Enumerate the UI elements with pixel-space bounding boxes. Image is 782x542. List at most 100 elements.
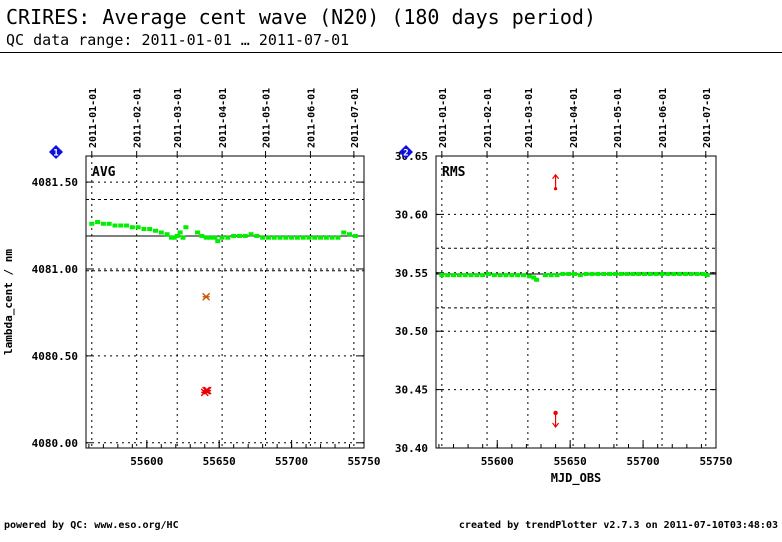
data-point [194, 230, 200, 235]
data-point [215, 239, 221, 244]
date-tick-label: 2011-02-01 [133, 88, 144, 148]
data-point [577, 273, 583, 278]
date-tick-label: 2011-01-01 [88, 88, 99, 148]
data-point [135, 225, 141, 230]
outlier-point-below-range [552, 412, 560, 428]
data-point [352, 233, 358, 238]
data-point [700, 271, 706, 276]
x-axis-label: MJD_OBS [551, 471, 602, 486]
data-point [659, 271, 665, 276]
x-tick-label: 55700 [275, 455, 308, 468]
y-axis-label: lambda_cent / nm [2, 249, 15, 355]
data-point [607, 271, 613, 276]
date-tick-label: 2011-06-01 [306, 88, 317, 148]
y-tick-label: 30.55 [395, 267, 428, 280]
data-point [468, 273, 474, 278]
x-tick-label: 55600 [481, 455, 514, 468]
data-point [306, 235, 312, 240]
y-tick-label: 30.50 [395, 325, 428, 338]
data-point [271, 235, 277, 240]
x-tick-label: 55750 [347, 455, 380, 468]
data-point [671, 271, 677, 276]
data-point [497, 273, 503, 278]
y-tick-label: 4081.00 [32, 263, 78, 276]
data-point [515, 273, 521, 278]
data-point [168, 235, 174, 240]
data-point [277, 235, 283, 240]
data-point [208, 235, 214, 240]
data-point [323, 235, 329, 240]
data-point [177, 230, 183, 235]
outlier-point [202, 292, 211, 301]
date-tick-label: 2011-07-01 [350, 88, 361, 148]
data-point [312, 235, 318, 240]
panel-number-marker [49, 145, 63, 159]
data-point [141, 227, 147, 231]
data-point [445, 273, 451, 278]
data-point [653, 271, 659, 276]
data-point [677, 271, 683, 276]
data-point [180, 235, 186, 240]
data-point [347, 232, 353, 237]
data-point [521, 273, 526, 278]
data-point [704, 273, 710, 278]
data-point [439, 273, 445, 278]
panel-number-label: 2 [403, 149, 408, 159]
data-point [203, 235, 209, 240]
y-tick-label: 30.40 [395, 442, 428, 455]
data-point [491, 273, 497, 278]
data-point [630, 271, 636, 276]
page-title: CRIRES: Average cent wave (N20) (180 day… [6, 5, 597, 29]
data-point [560, 271, 566, 276]
footer-created-by: created by trendPlotter v2.7.3 on 2011-0… [458, 520, 778, 531]
y-tick-label: 4080.00 [32, 437, 78, 450]
date-tick-label: 2011-04-01 [218, 88, 229, 148]
data-point [451, 273, 456, 278]
data-point [254, 233, 260, 238]
data-point [688, 271, 694, 276]
outlier-point-above-range [553, 187, 558, 191]
data-point [231, 233, 237, 238]
footer-powered-by: powered by QC: www.eso.org/HC [4, 520, 179, 531]
data-point [601, 271, 607, 276]
date-tick-label: 2011-05-01 [262, 88, 273, 148]
data-point [219, 235, 225, 240]
data-point [124, 223, 130, 228]
outlier-point-above-range [552, 173, 560, 189]
avg-panel: 2011-01-01 2011-02-01 2011-03-01 2011-04-01… [2, 88, 381, 468]
data-point [89, 221, 95, 226]
data-point [265, 235, 271, 240]
data-point [486, 271, 491, 276]
data-point [456, 273, 462, 278]
data-point [225, 235, 231, 240]
panel-label: RMS [442, 165, 466, 180]
header-divider [0, 52, 782, 53]
date-tick-label: 2011-03-01 [524, 88, 535, 148]
data-point [100, 221, 106, 226]
data-point [531, 275, 537, 280]
outlier-point [203, 386, 212, 395]
data-point [636, 271, 642, 276]
data-point [542, 273, 548, 278]
data-point [583, 271, 589, 276]
data-point [300, 235, 306, 240]
data-point [694, 271, 700, 276]
panel-number-marker [399, 145, 413, 159]
data-point [174, 233, 180, 238]
data-point [618, 271, 624, 276]
y-tick-label: 30.45 [395, 384, 428, 397]
data-point [248, 232, 254, 237]
data-point [329, 235, 335, 240]
data-point [199, 233, 205, 238]
data-point [289, 235, 295, 240]
x-tick-label: 55700 [627, 455, 660, 468]
data-range-subtitle: QC data range: 2011-01-01 … 2011-07-01 [6, 31, 350, 49]
date-tick-label: 2011-01-01 [438, 88, 449, 148]
y-tick-label: 30.60 [395, 208, 428, 221]
data-point [112, 223, 118, 228]
data-point [474, 273, 480, 278]
data-point [236, 233, 242, 238]
data-point [171, 235, 177, 240]
date-tick-label: 2011-04-01 [569, 88, 580, 148]
